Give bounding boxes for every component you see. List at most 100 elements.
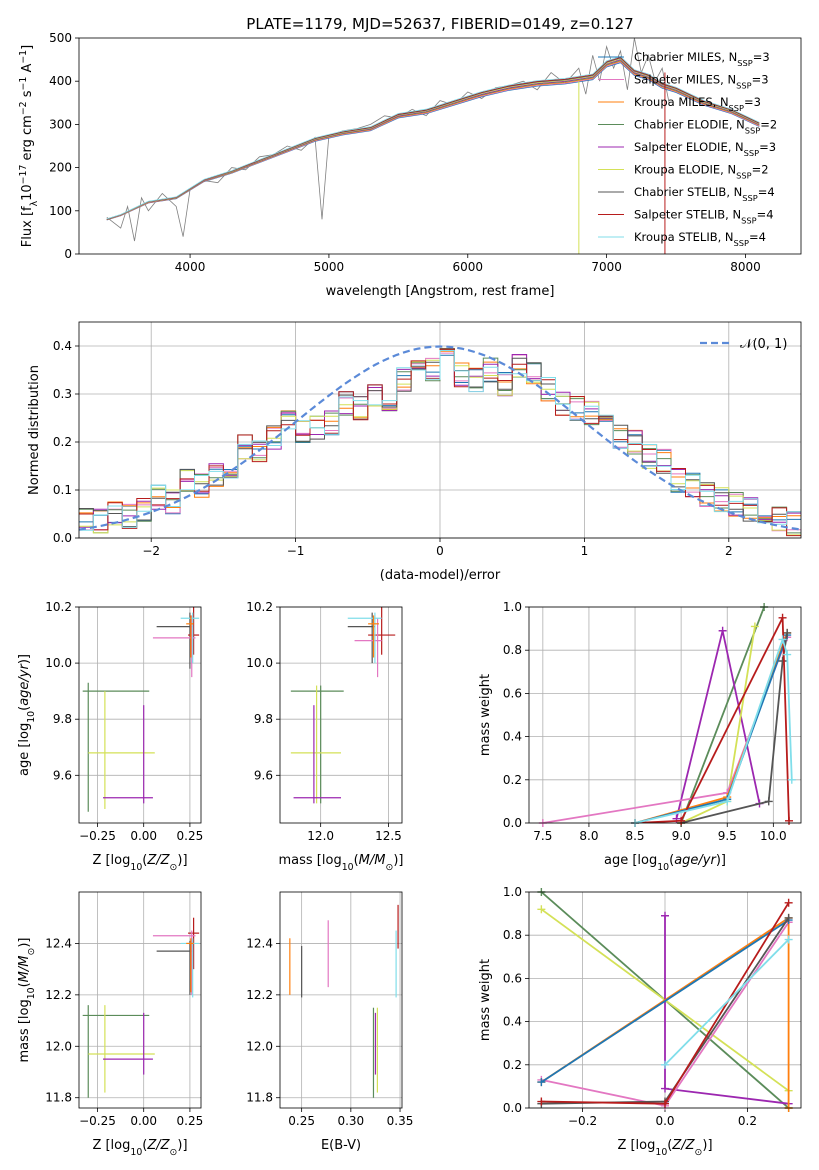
y-tick-label: 1.0	[503, 600, 522, 614]
axes-frame-3	[78, 606, 202, 824]
x-tick-label: 0.25	[177, 829, 204, 843]
y-tick-label: 9.6	[254, 768, 273, 782]
axes-3: −0.25 0.00 0.25 9.6 9.8 10.0 10.2	[45, 600, 203, 843]
y-tick-label: 0.4	[53, 339, 72, 353]
weight-point-marker	[778, 613, 787, 622]
x-axis-label: wavelength [Angstrom, rest frame]	[326, 284, 555, 299]
y-axis-label: mass [log10(M/M⊙)]	[17, 938, 37, 1063]
x-tick-label: 4000	[175, 260, 206, 274]
x-tick-label: 6000	[452, 260, 483, 274]
x-tick-label: 0.35	[387, 1114, 414, 1128]
weight-point-marker	[537, 1078, 546, 1087]
legend-label: Chabrier MILES, NSSP=3	[634, 50, 770, 68]
x-tick-label: −0.25	[79, 829, 116, 843]
x-tick-label: 7000	[591, 260, 622, 274]
y-tick-label: 300	[49, 117, 72, 131]
x-axis-label: Z [log10(Z/Z⊙)]	[92, 853, 187, 873]
axes-frame-2	[78, 321, 802, 539]
y-tick-label: 9.8	[53, 712, 72, 726]
y-axis-label: mass weight	[478, 959, 493, 1041]
chart-title: PLATE=1179, MJD=52637, FIBERID=0149, z=0…	[246, 15, 633, 33]
weight-point-marker	[750, 622, 759, 631]
weight-point-marker	[677, 816, 686, 825]
x-axis-label: age [log10(age/yr)]	[604, 853, 726, 873]
axes-4: 12.0 12.5 9.6 9.8 10.0 10.2	[246, 600, 402, 843]
x-tick-label: 0.25	[177, 1114, 204, 1128]
x-tick-label: 10.0	[760, 829, 787, 843]
y-tick-label: 12.4	[246, 936, 273, 950]
x-tick-label: 8000	[730, 260, 761, 274]
weight-line-chabrier-miles	[540, 919, 790, 1083]
weight-point-marker	[661, 911, 669, 920]
y-tick-label: 100	[49, 204, 72, 218]
axes-frame-5	[528, 606, 802, 824]
legend-label: Salpeter MILES, NSSP=3	[634, 73, 769, 91]
axes-frame-1	[78, 37, 802, 255]
weight-point-marker	[723, 797, 732, 806]
y-tick-label: 0.6	[503, 686, 522, 700]
weight-point-marker	[783, 628, 792, 637]
weight-point-marker	[778, 657, 787, 665]
legend-label: Kroupa ELODIE, NSSP=2	[634, 163, 769, 181]
model-line-kroupa-stelib	[106, 56, 760, 220]
weight-line-salpeter-miles	[542, 636, 789, 823]
weight-point-marker	[787, 775, 796, 784]
y-tick-label: 0.2	[503, 1058, 522, 1072]
weight-point-marker	[537, 905, 546, 914]
y-tick-label: 9.8	[254, 712, 273, 726]
x-tick-label: 0.00	[130, 829, 157, 843]
axes-6: −0.25 0.00 0.25 11.8 12.0 12.2 12.4	[45, 892, 203, 1128]
x-tick-label: 12.0	[307, 829, 334, 843]
legend-label: Chabrier ELODIE, NSSP=2	[634, 118, 777, 136]
y-tick-label: 10.0	[246, 656, 273, 670]
y-tick-label: 0.8	[503, 928, 522, 942]
x-tick-label: 8.5	[625, 829, 644, 843]
y-tick-label: 10.2	[45, 600, 72, 614]
y-tick-label: 200	[49, 161, 72, 175]
y-axis-label: mass weight	[478, 674, 493, 756]
y-tick-label: 12.2	[45, 988, 72, 1002]
x-tick-label: 2	[725, 544, 733, 558]
y-axis-label: age [log10(age/yr)]	[17, 654, 37, 776]
axes-8: −0.2 0.0 0.2 0.0 0.2 0.4 0.6 0.8 1.0	[503, 885, 801, 1128]
axes-1: 4000 5000 6000 7000 8000 0 100 200 300 400 500	[49, 31, 761, 274]
y-tick-label: 0.2	[53, 435, 72, 449]
weight-point-marker	[784, 898, 793, 907]
x-axis-label: Z [log10(Z/Z⊙)]	[617, 1138, 712, 1158]
weight-point-marker	[661, 1099, 669, 1108]
weight-point-marker	[764, 797, 773, 806]
y-tick-label: 0.1	[53, 483, 72, 497]
weight-point-marker	[784, 913, 793, 922]
y-tick-label: 400	[49, 74, 72, 88]
y-tick-label: 12.0	[246, 1039, 273, 1053]
y-tick-label: 0	[64, 247, 72, 261]
y-tick-label: 0.4	[503, 730, 522, 744]
y-tick-label: 12.2	[246, 988, 273, 1002]
weight-point-marker	[785, 816, 794, 825]
legend-label: Salpeter STELIB, NSSP=4	[634, 208, 774, 226]
y-tick-label: 0.8	[503, 643, 522, 657]
x-tick-label: 7.5	[533, 829, 552, 843]
y-tick-label: 0.3	[53, 387, 72, 401]
x-tick-label: 0	[436, 544, 444, 558]
normal-curve-line	[79, 345, 801, 531]
y-axis-label: Flux [fλ10−17 erg cm−2 s−1 A−1]	[18, 45, 40, 247]
legend-label: Salpeter ELODIE, NSSP=3	[634, 140, 776, 158]
axes-frame-7	[279, 891, 403, 1109]
axes-5: 7.5 8.0 8.5 9.0 9.5 10.0 0.0 0.2 0.4 0.6 0.8 1.0	[503, 600, 801, 843]
y-tick-label: 10.2	[246, 600, 273, 614]
y-tick-label: 0.6	[503, 971, 522, 985]
weight-line-salpeter-stelib	[634, 617, 790, 823]
y-tick-label: 9.6	[53, 768, 72, 782]
y-tick-label: 500	[49, 31, 72, 45]
x-axis-label: (data-model)/error	[380, 568, 501, 583]
x-tick-label: 5000	[314, 260, 345, 274]
y-tick-label: 11.8	[45, 1091, 72, 1105]
y-tick-label: 0.0	[53, 531, 72, 545]
y-tick-label: 11.8	[246, 1091, 273, 1105]
axes-7: 0.25 0.30 0.35 11.8 12.0 12.2 12.4	[246, 892, 413, 1128]
weight-point-marker	[784, 935, 793, 944]
x-tick-label: 9.0	[672, 829, 691, 843]
x-tick-label: 12.5	[375, 829, 402, 843]
x-tick-label: −2	[142, 544, 160, 558]
